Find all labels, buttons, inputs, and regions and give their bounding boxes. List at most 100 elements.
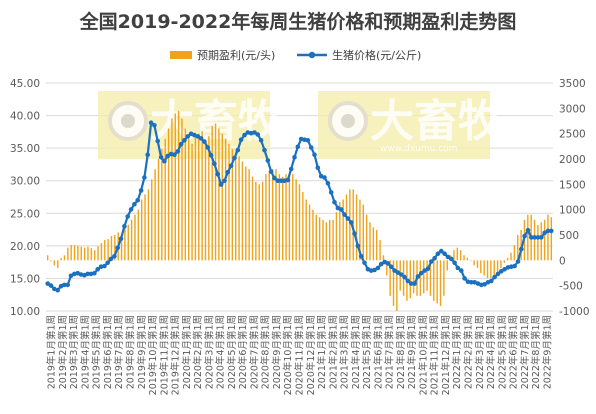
x-tick-label: 2020年2月第1周 (192, 315, 204, 389)
price-point (268, 169, 274, 174)
price-point (48, 283, 54, 288)
x-tick-label: 2021年3月第1周 (339, 315, 351, 389)
right-tick-label: -500 (559, 281, 583, 293)
right-axis: -1000 -500 0 500 1000 1500 2000 2500 3000 3500 (559, 78, 590, 318)
profit-bar (359, 199, 361, 261)
profit-bar (80, 246, 82, 261)
profit-bar (423, 260, 425, 294)
price-point (328, 190, 334, 195)
price-point (392, 268, 397, 273)
profit-bar (258, 184, 260, 261)
price-point (402, 274, 407, 280)
profit-bar (429, 260, 432, 296)
x-tick-label: 2022年5月第1周 (496, 315, 508, 389)
profit-bar (426, 260, 428, 291)
price-point (358, 253, 364, 259)
profit-bar (389, 260, 391, 296)
price-line (45, 120, 554, 293)
profit-bar (520, 229, 522, 261)
profit-bar (506, 257, 509, 261)
profit-bar (386, 260, 388, 276)
profit-bar (288, 174, 291, 261)
profit-bar (161, 148, 163, 261)
profit-bar (513, 245, 516, 261)
profit-bar (352, 189, 354, 261)
profit-bar (114, 235, 116, 261)
profit-bar (463, 255, 465, 261)
profit-bar (53, 260, 56, 266)
right-tick-label: 3500 (559, 78, 586, 90)
profit-bar (268, 171, 270, 261)
profit-bar (369, 222, 371, 261)
price-point (405, 278, 411, 284)
profit-bar (325, 222, 328, 261)
price-point (105, 260, 110, 266)
profit-bar (315, 214, 317, 261)
profit-bar (547, 214, 549, 261)
profit-bar (147, 189, 150, 261)
left-tick-label: 30.00 (10, 176, 40, 188)
price-point (212, 161, 217, 167)
price-point (132, 201, 137, 207)
profit-bar (372, 227, 375, 261)
profit-bar (433, 260, 435, 301)
profit-bar (439, 260, 442, 306)
price-point (515, 259, 521, 264)
profit-bar (154, 169, 156, 261)
x-tick-label: 2019年2月第1周 (57, 315, 69, 389)
profit-bar (496, 260, 499, 273)
right-tick-label: 2500 (559, 129, 586, 141)
profit-bar (70, 245, 72, 261)
price-point (305, 138, 311, 143)
profit-bar (228, 143, 230, 261)
x-tick-label: 2020年5月第1周 (226, 315, 238, 389)
x-tick-label: 2019年3月第1周 (68, 315, 80, 389)
profit-bar (355, 194, 358, 261)
profit-bar (171, 118, 173, 261)
price-point (252, 130, 257, 135)
x-tick-label: 2019年8月第1周 (125, 315, 137, 389)
legend-line-label: 生猪价格(元/公斤) (332, 48, 421, 62)
price-point (512, 263, 517, 269)
profit-bar (144, 194, 146, 261)
left-tick-label: 35.00 (10, 143, 40, 155)
price-point (195, 134, 201, 139)
x-tick-label: 2021年1月第1周 (316, 315, 328, 389)
price-point (175, 149, 181, 154)
price-point (118, 236, 124, 241)
price-point (235, 147, 241, 153)
right-tick-label: 1000 (559, 205, 586, 217)
price-point (529, 235, 534, 240)
profit-bar (342, 199, 344, 261)
profit-bar (77, 245, 79, 261)
profit-bar (265, 174, 267, 261)
x-tick-label: 2021年6月第1周 (372, 315, 384, 389)
price-point (352, 231, 357, 236)
profit-bar (480, 260, 482, 273)
price-point (62, 282, 67, 288)
price-point (549, 228, 554, 234)
price-point (345, 216, 351, 221)
profit-bar (67, 247, 69, 261)
price-point (338, 207, 344, 212)
profit-bar (201, 131, 203, 261)
price-point (535, 235, 541, 240)
price-point (145, 152, 150, 157)
price-point (255, 132, 261, 137)
price-point (295, 144, 301, 150)
profit-bar (302, 191, 304, 261)
x-tick-label: 2020年11月第1周 (294, 315, 306, 395)
profit-bar (339, 202, 341, 261)
profit-bar (248, 169, 250, 261)
profit-bar (382, 255, 385, 261)
right-tick-label: 500 (559, 230, 579, 242)
profit-bar (476, 260, 479, 268)
profit-bar (241, 161, 244, 261)
profit-bar (60, 257, 62, 261)
profit-bar (204, 141, 207, 261)
x-tick-label: 2020年1月第1周 (181, 315, 193, 389)
price-point (429, 259, 434, 264)
x-tick-label: 2019年7月第1周 (113, 315, 125, 389)
profit-bar (245, 166, 247, 261)
